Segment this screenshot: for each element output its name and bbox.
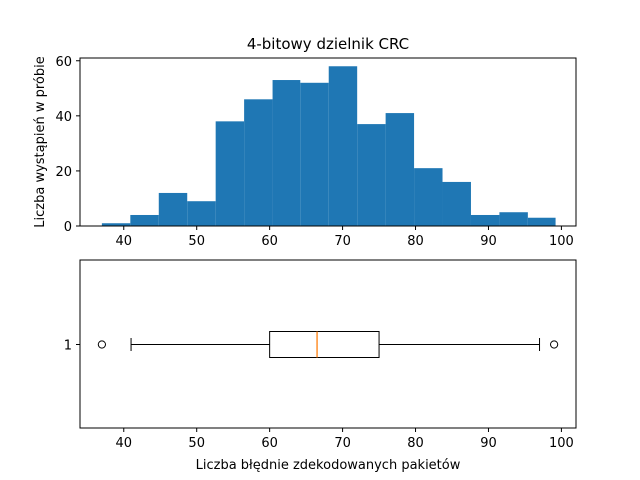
histogram-y-axis-label: Liczba wystąpień w próbie — [33, 56, 48, 227]
histogram-frame — [79, 57, 577, 227]
histogram-bar — [215, 121, 245, 226]
x-tick-label: 40 — [115, 436, 132, 451]
y-tick-label: 1 — [64, 339, 72, 354]
histogram-bar — [130, 214, 159, 226]
histogram-bar — [499, 212, 528, 226]
histogram-chart: 40 50 60 70 80 90 100 0 20 40 60 4-bitowy dzielni… — [33, 35, 577, 249]
boxplot-y-ticks: 1 — [64, 339, 80, 354]
histogram-bar — [357, 124, 386, 226]
boxplot-elements — [97, 331, 559, 358]
histogram-bar — [187, 201, 216, 226]
histogram-bar — [442, 181, 471, 226]
boxplot-chart: 40 50 60 70 80 90 100 1 Liczba błędnie zdekodo… — [64, 259, 577, 473]
x-tick-label: 70 — [334, 234, 351, 249]
x-tick-label: 40 — [115, 234, 132, 249]
histogram-bar — [527, 217, 556, 226]
x-tick-label: 80 — [407, 436, 424, 451]
x-tick-label: 50 — [188, 234, 205, 249]
x-tick-label: 90 — [480, 234, 497, 249]
histogram-y-ticks: 0 20 40 60 — [55, 55, 80, 235]
histogram-bar — [385, 113, 415, 226]
x-tick-label: 60 — [261, 234, 278, 249]
histogram-bar — [101, 223, 131, 226]
histogram-bar — [328, 66, 358, 226]
histogram-bar — [414, 168, 443, 226]
x-tick-label: 70 — [334, 436, 351, 451]
histogram-x-ticks: 40 50 60 70 80 90 100 — [115, 226, 574, 249]
histogram-title: 4-bitowy dzielnik CRC — [247, 35, 409, 53]
boxplot-x-axis-label: Liczba błędnie zdekodowanych pakietów — [196, 458, 461, 473]
boxplot-box — [269, 331, 380, 358]
histogram-bar — [470, 214, 500, 226]
x-tick-label: 80 — [407, 234, 424, 249]
x-tick-label: 90 — [480, 436, 497, 451]
histogram-bar — [300, 82, 329, 226]
x-tick-label: 100 — [549, 234, 574, 249]
x-tick-label: 60 — [261, 436, 278, 451]
y-tick-label: 0 — [64, 220, 72, 235]
histogram-bar — [272, 80, 301, 227]
boxplot-outlier — [97, 340, 106, 349]
y-tick-label: 60 — [55, 55, 72, 70]
boxplot-x-ticks: 40 50 60 70 80 90 100 — [115, 428, 574, 451]
y-tick-label: 40 — [55, 110, 72, 125]
x-tick-label: 100 — [549, 436, 574, 451]
y-tick-label: 20 — [55, 165, 72, 180]
histogram-bar — [244, 99, 273, 226]
x-tick-label: 50 — [188, 436, 205, 451]
histogram-bar — [158, 192, 188, 226]
histogram-bars — [101, 66, 556, 227]
boxplot-outlier — [550, 340, 559, 349]
